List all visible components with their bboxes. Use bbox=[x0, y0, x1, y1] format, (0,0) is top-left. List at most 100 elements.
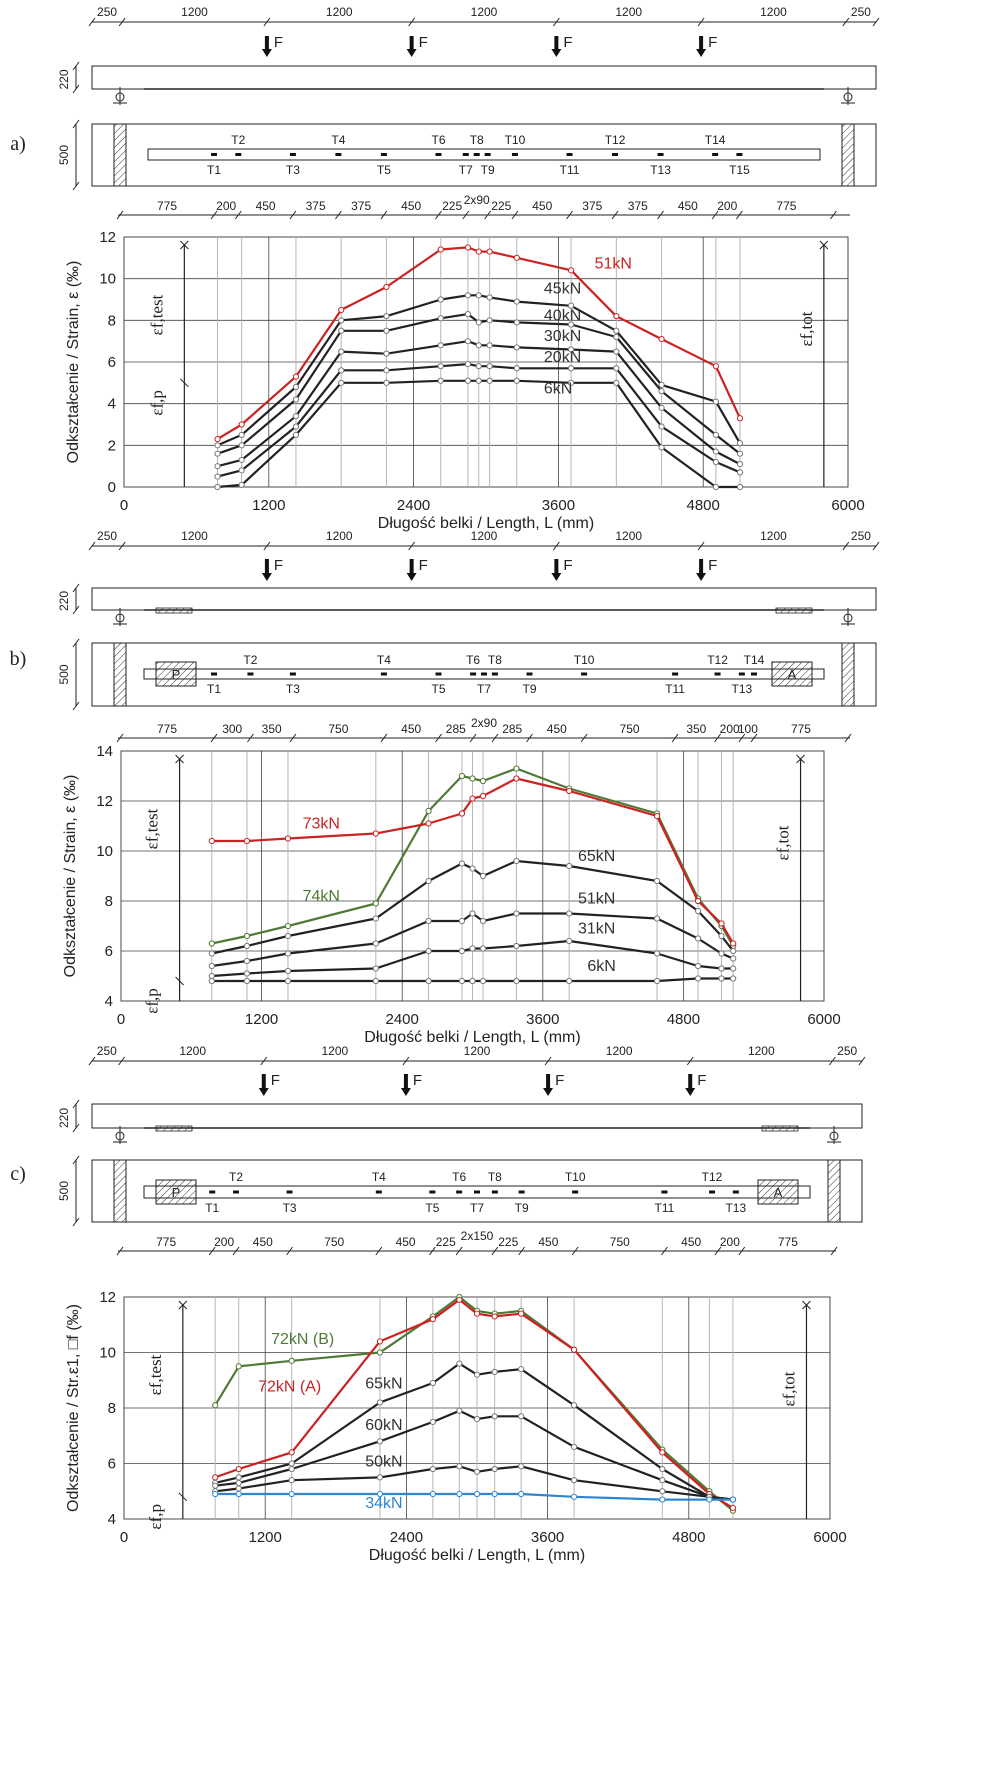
span-tick bbox=[872, 17, 880, 27]
beam-height-label: 220 bbox=[57, 1108, 71, 1128]
strain-gauge-label: T2 bbox=[243, 653, 257, 667]
series-point bbox=[243, 932, 251, 940]
gauge-dim-tick bbox=[518, 1246, 526, 1256]
span-dimension-label: 1200 bbox=[615, 5, 642, 19]
series-point bbox=[372, 830, 379, 837]
series-point bbox=[479, 777, 487, 785]
series-point bbox=[458, 772, 466, 780]
series-point bbox=[486, 363, 493, 370]
series-point bbox=[383, 327, 390, 334]
series-point bbox=[208, 837, 215, 845]
series-point bbox=[292, 396, 300, 403]
reference-line-end bbox=[178, 1300, 188, 1310]
gauge-dimension-label: 200 bbox=[720, 1235, 740, 1249]
gauge-dim-tick bbox=[511, 210, 519, 220]
load-label-F: F bbox=[413, 1072, 422, 1089]
gauge-dimension-label: 200 bbox=[720, 722, 740, 736]
strain-gauge-mark bbox=[712, 153, 719, 156]
series-point bbox=[235, 1474, 242, 1481]
series-point bbox=[338, 306, 345, 314]
span-tick bbox=[118, 1056, 126, 1066]
series-point bbox=[464, 360, 471, 368]
reference-line-label: εf,p bbox=[146, 1504, 165, 1530]
gauge-dim-tick bbox=[657, 210, 664, 220]
strain-gauge-label: T12 bbox=[605, 133, 626, 147]
series-point bbox=[456, 1296, 463, 1303]
series-point bbox=[491, 1413, 498, 1420]
gauge-dim-tick bbox=[435, 210, 442, 220]
strain-gauge-mark bbox=[211, 672, 218, 676]
series-point bbox=[570, 1346, 578, 1353]
series-point bbox=[214, 450, 221, 457]
series-point bbox=[425, 917, 432, 925]
span-tick bbox=[828, 1056, 836, 1066]
gauge-dimension-label: 450 bbox=[401, 722, 421, 736]
series-point bbox=[475, 363, 482, 370]
load-label-F: F bbox=[419, 34, 428, 51]
series-point bbox=[475, 377, 482, 384]
span-tick bbox=[697, 541, 705, 551]
series-point bbox=[613, 365, 620, 372]
anchor-pad-left-label: P bbox=[172, 1185, 181, 1200]
series-point bbox=[208, 977, 215, 985]
series-point bbox=[566, 937, 573, 945]
span-tick bbox=[686, 1056, 694, 1066]
y-tick-label: 8 bbox=[108, 1400, 116, 1417]
x-tick-label: 1200 bbox=[249, 1529, 282, 1546]
y-tick-label: 6 bbox=[108, 1456, 116, 1473]
series-point bbox=[429, 1316, 436, 1323]
y-tick-label: 10 bbox=[99, 271, 116, 288]
strain-gauge-label: T8 bbox=[488, 653, 502, 667]
series-point bbox=[383, 379, 390, 386]
beam-width-label: 500 bbox=[57, 664, 71, 684]
series-point bbox=[566, 977, 573, 985]
span-tick bbox=[544, 1056, 552, 1066]
series-point bbox=[613, 313, 620, 320]
series-point bbox=[214, 483, 221, 491]
strain-gauge-mark bbox=[209, 1190, 216, 1194]
gauge-dim-tick bbox=[844, 733, 852, 743]
series-point bbox=[479, 792, 487, 800]
series-point bbox=[570, 1443, 578, 1450]
strain-gauge-label: T6 bbox=[466, 653, 480, 667]
series-point bbox=[718, 975, 725, 982]
gauge-dimension-label: 750 bbox=[324, 1235, 344, 1249]
series-point bbox=[513, 910, 520, 917]
series-point bbox=[473, 1371, 481, 1378]
series-point bbox=[736, 440, 744, 447]
series-point bbox=[491, 1368, 498, 1376]
gauge-dimension-label: 450 bbox=[396, 1235, 416, 1249]
series-point bbox=[284, 922, 292, 930]
x-axis-label: Długość belki / Length, L (mm) bbox=[364, 1029, 580, 1046]
series-point bbox=[658, 423, 665, 430]
gauge-dimension-label: 450 bbox=[401, 199, 421, 213]
series-point bbox=[469, 945, 476, 952]
strain-gauge-mark bbox=[211, 153, 218, 156]
anchor-pad-right-label: A bbox=[774, 1185, 783, 1200]
series-point bbox=[479, 872, 487, 880]
x-tick-label: 3600 bbox=[531, 1529, 564, 1546]
series-point bbox=[284, 835, 292, 842]
series-point bbox=[567, 379, 575, 386]
anchor-pad-left-elev bbox=[155, 1125, 193, 1132]
width-tick bbox=[72, 701, 80, 711]
series-point bbox=[456, 1407, 463, 1414]
strain-gauge-label: T10 bbox=[505, 133, 526, 147]
strain-gauge-mark bbox=[435, 672, 442, 676]
series-point bbox=[212, 1402, 219, 1409]
y-tick-label: 8 bbox=[108, 312, 116, 329]
strain-gauge-mark bbox=[470, 672, 477, 676]
series-point bbox=[425, 947, 432, 955]
series-label: 65kN bbox=[365, 1376, 402, 1393]
gauge-dim-tick bbox=[571, 1246, 579, 1256]
series-point bbox=[567, 267, 575, 274]
strain-gauge-label: T11 bbox=[665, 682, 685, 696]
x-tick-label: 4800 bbox=[687, 497, 720, 514]
strain-gauge-mark bbox=[286, 1190, 293, 1194]
strain-gauge-mark bbox=[657, 153, 664, 156]
series-point bbox=[212, 1490, 219, 1498]
strain-gauge-mark bbox=[429, 1190, 436, 1194]
strain-gauge-label: T6 bbox=[452, 1170, 466, 1184]
strain-gauge-mark bbox=[380, 672, 387, 676]
span-tick bbox=[402, 1056, 410, 1066]
